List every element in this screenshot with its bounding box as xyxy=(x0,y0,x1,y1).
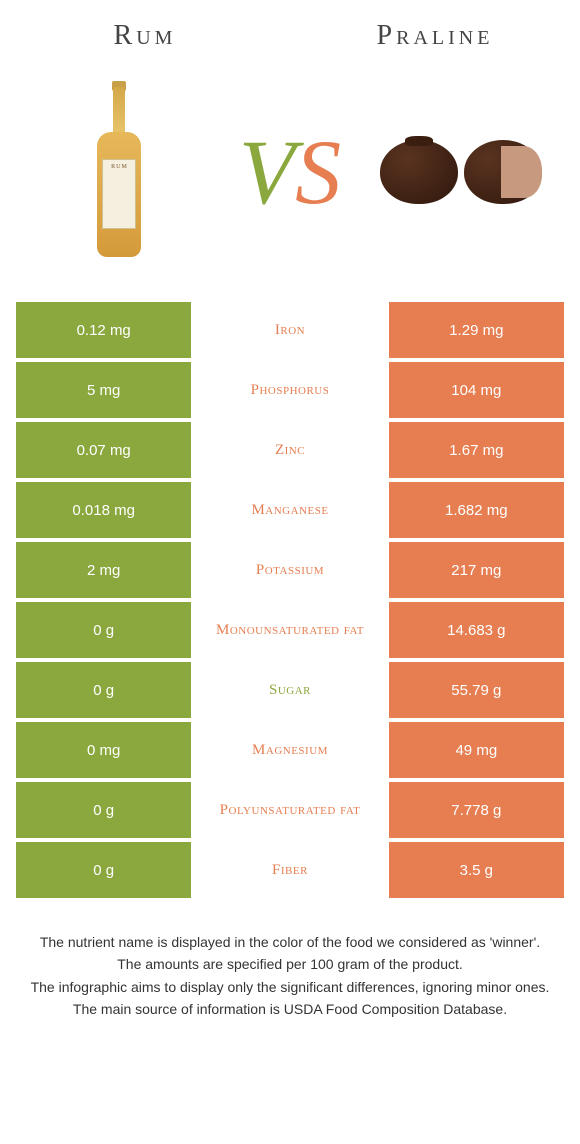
nutrient-label: Manganese xyxy=(191,482,388,538)
table-row: 0.018 mgManganese1.682 mg xyxy=(16,482,564,538)
right-value: 55.79 g xyxy=(389,662,564,718)
right-value: 7.778 g xyxy=(389,782,564,838)
table-row: 0.07 mgZinc1.67 mg xyxy=(16,422,564,478)
right-value: 1.67 mg xyxy=(389,422,564,478)
footnote-line: The amounts are specified per 100 gram o… xyxy=(26,954,554,974)
nutrient-label: Zinc xyxy=(191,422,388,478)
left-value: 0 g xyxy=(16,602,191,658)
table-row: 0 gFiber3.5 g xyxy=(16,842,564,898)
nutrient-table: 0.12 mgIron1.29 mg5 mgPhosphorus104 mg0.… xyxy=(16,302,564,898)
vs-s: S xyxy=(295,126,341,218)
table-row: 0 gPolyunsaturated fat7.778 g xyxy=(16,782,564,838)
left-value: 0.12 mg xyxy=(16,302,191,358)
right-value: 104 mg xyxy=(389,362,564,418)
praline-icon xyxy=(380,140,542,204)
nutrient-label: Phosphorus xyxy=(191,362,388,418)
left-value: 5 mg xyxy=(16,362,191,418)
footnote-line: The main source of information is USDA F… xyxy=(26,999,554,1019)
left-value: 0 mg xyxy=(16,722,191,778)
table-row: 5 mgPhosphorus104 mg xyxy=(16,362,564,418)
nutrient-label: Polyunsaturated fat xyxy=(191,782,388,838)
nutrient-label: Sugar xyxy=(191,662,388,718)
hero-left-image: RUM xyxy=(10,82,229,262)
right-value: 49 mg xyxy=(389,722,564,778)
hero-row: RUM VS xyxy=(0,62,580,302)
rum-bottle-icon: RUM xyxy=(95,87,143,257)
table-row: 0.12 mgIron1.29 mg xyxy=(16,302,564,358)
left-value: 0 g xyxy=(16,782,191,838)
left-value: 2 mg xyxy=(16,542,191,598)
right-value: 1.29 mg xyxy=(389,302,564,358)
table-row: 2 mgPotassium217 mg xyxy=(16,542,564,598)
vs-v: V xyxy=(239,126,295,218)
right-value: 1.682 mg xyxy=(389,482,564,538)
title-right: Praline xyxy=(290,20,580,52)
nutrient-label: Iron xyxy=(191,302,388,358)
footnote-line: The nutrient name is displayed in the co… xyxy=(26,932,554,952)
left-value: 0.07 mg xyxy=(16,422,191,478)
table-row: 0 mgMagnesium49 mg xyxy=(16,722,564,778)
left-value: 0 g xyxy=(16,842,191,898)
hero-right-image xyxy=(351,82,570,262)
left-value: 0.018 mg xyxy=(16,482,191,538)
left-value: 0 g xyxy=(16,662,191,718)
bottle-label: RUM xyxy=(102,159,136,229)
right-value: 3.5 g xyxy=(389,842,564,898)
right-value: 217 mg xyxy=(389,542,564,598)
vs-label: VS xyxy=(229,126,351,218)
nutrient-label: Magnesium xyxy=(191,722,388,778)
table-row: 0 gMonounsaturated fat14.683 g xyxy=(16,602,564,658)
footnotes: The nutrient name is displayed in the co… xyxy=(0,902,580,1019)
comparison-infographic: Rum Praline RUM VS 0.12 mgIron1.29 mg5 m… xyxy=(0,0,580,1019)
nutrient-label: Fiber xyxy=(191,842,388,898)
nutrient-label: Potassium xyxy=(191,542,388,598)
table-row: 0 gSugar55.79 g xyxy=(16,662,564,718)
footnote-line: The infographic aims to display only the… xyxy=(26,977,554,997)
title-left: Rum xyxy=(0,20,290,52)
title-row: Rum Praline xyxy=(0,0,580,62)
right-value: 14.683 g xyxy=(389,602,564,658)
nutrient-label: Monounsaturated fat xyxy=(191,602,388,658)
